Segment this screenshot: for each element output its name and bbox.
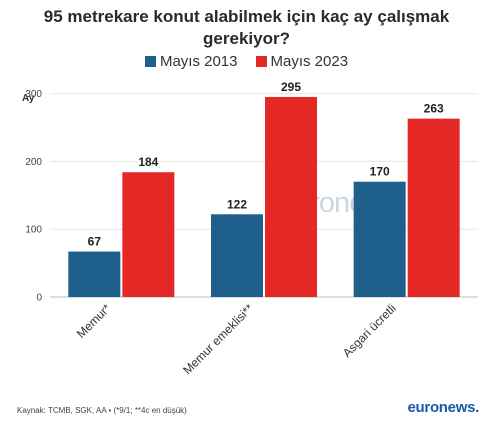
legend-item-series-1: Mayıs 2013	[144, 53, 238, 70]
chart-title: 95 metrekare konut alabilmek için kaç ay…	[0, 6, 493, 50]
bar-value-label: 67	[88, 235, 102, 249]
bar	[211, 214, 263, 297]
legend-swatch-series-1	[144, 56, 156, 67]
bar	[353, 181, 406, 297]
bar-value-label: 263	[424, 102, 444, 116]
bar-value-label: 184	[138, 155, 158, 169]
legend-label-series-2: Mayıs 2023	[270, 53, 349, 70]
legend-item-series-2: Mayıs 2023	[255, 53, 349, 70]
bar-value-label: 122	[227, 197, 247, 211]
chart-title-line-1: 95 metrekare konut alabilmek için kaç ay…	[43, 7, 450, 26]
legend-swatch-series-2	[255, 56, 267, 67]
bar	[122, 172, 175, 297]
y-tick-label: 200	[25, 157, 42, 168]
legend: Mayıs 2013 Mayıs 2023	[0, 53, 493, 70]
y-tick-label: 0	[36, 293, 42, 304]
bar-value-label: 170	[370, 165, 390, 179]
bar-chart: Ay 0 100 200 300 67 184 Memur* 122 295 Memur emekl…	[22, 80, 478, 377]
x-category-label: Asgari ücretli	[340, 301, 399, 360]
y-axis-label: Ay	[22, 93, 35, 104]
bar-value-label: 295	[281, 80, 301, 94]
legend-label-series-1: Mayıs 2013	[159, 53, 238, 70]
x-category-label: Memur*	[74, 301, 114, 341]
chart-title-line-2: gerekiyor?	[203, 29, 290, 48]
x-category-label: Memur emeklisi**	[180, 301, 256, 377]
bar	[265, 96, 317, 297]
y-tick-label: 100	[25, 225, 42, 236]
euronews-logo: euronews.	[407, 399, 480, 416]
source-note: Kaynak: TCMB, SGK, AA • (*9/1; **4c en d…	[17, 406, 187, 415]
bar	[68, 251, 121, 297]
bar	[407, 118, 460, 297]
y-tick-label: 300	[25, 89, 42, 100]
